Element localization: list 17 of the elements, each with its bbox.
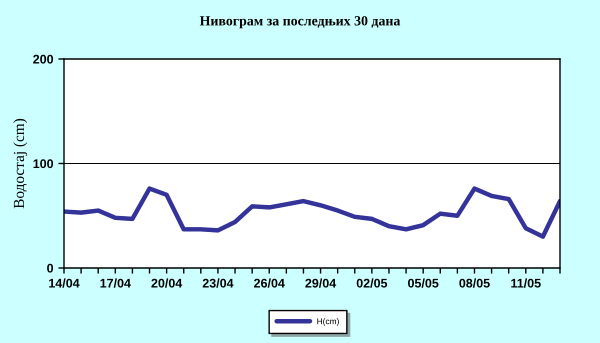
x-tick-label: 02/05: [356, 278, 388, 288]
x-tick-label: 14/04: [49, 278, 80, 288]
y-tick-label: 200: [33, 54, 54, 64]
x-tick-label: 23/04: [202, 278, 234, 288]
x-tick-label: 20/04: [151, 278, 182, 288]
legend-label: H(cm): [317, 318, 339, 326]
y-tick-label: 0: [47, 264, 54, 273]
x-tick-label: 11/05: [511, 278, 541, 288]
x-tick-label: 17/04: [100, 278, 131, 288]
chart-title: Нивограм за последњих 30 дана: [200, 16, 400, 28]
x-tick-label: 05/05: [408, 278, 438, 288]
x-tick-label: 08/05: [459, 278, 490, 288]
x-tick-label: 29/04: [305, 278, 336, 288]
y-tick-label: 100: [34, 159, 54, 168]
y-axis-title: Водостај (cm): [13, 118, 28, 208]
x-tick-label: 26/04: [254, 278, 285, 288]
line-series: [64, 186, 560, 239]
